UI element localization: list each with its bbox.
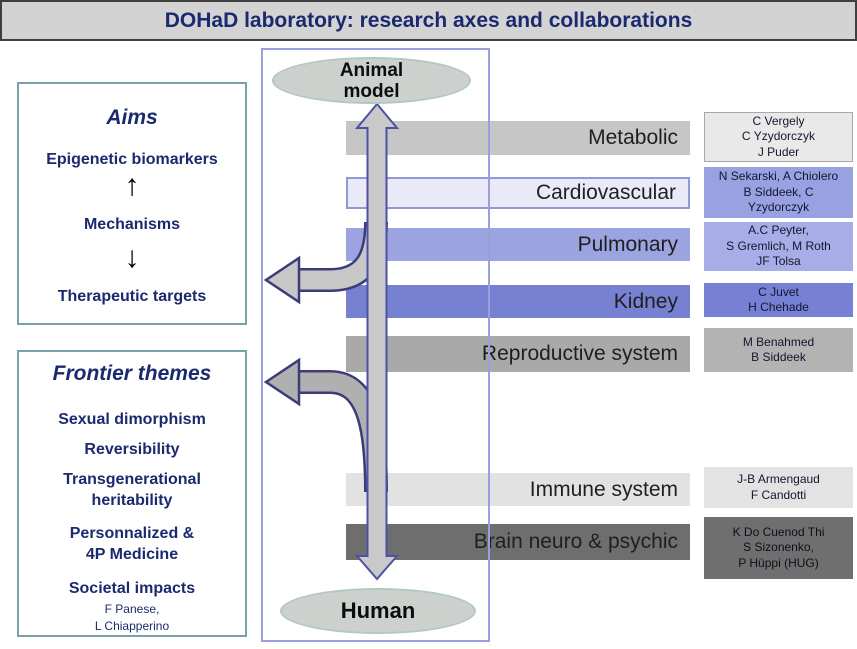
collab-box-kidney: C Juvet H Chehade <box>704 283 853 317</box>
bar-pulmonary: Pulmonary <box>346 228 690 261</box>
collab-name: C Yzydorczyk <box>741 129 816 144</box>
up-arrow-icon: ↑ <box>124 169 140 202</box>
collab-name: B Siddeek <box>751 350 806 364</box>
bar-label: Pulmonary <box>577 232 678 256</box>
collab-box-pulmonary: A.C Peyter, S Gremlich, M Roth JF Tolsa <box>704 222 853 271</box>
collab-name: JF Tolsa <box>756 254 801 269</box>
aims-item-mechanisms: Mechanisms <box>83 216 181 233</box>
frontier-credit-1: F Panese, <box>104 602 160 616</box>
collab-name: H Chehade <box>748 300 809 314</box>
frontier-item-sexual-dimorphism: Sexual dimorphism <box>58 411 206 428</box>
frontier-title: Frontier themes <box>52 362 212 385</box>
animal-model-node: Animal model <box>272 57 471 104</box>
aims-box: Aims Epigenetic biomarkers ↑ Mechanisms … <box>17 82 247 325</box>
bar-immune-system: Immune system <box>346 473 690 506</box>
collab-name: P Hüppi (HUG) <box>738 555 819 570</box>
collab-name: C Juvet <box>758 284 799 299</box>
flow-column-frame <box>261 48 490 642</box>
bar-cardiovascular: Cardiovascular <box>346 177 690 209</box>
down-arrow-icon: ↓ <box>124 241 140 274</box>
collab-name: S Gremlich, M Roth <box>726 238 831 253</box>
aims-item-epigenetic-biomarkers: Epigenetic biomarkers <box>46 151 218 168</box>
collab-name: N Sekarski, A Chiolero <box>718 169 839 184</box>
human-node: Human <box>280 588 476 634</box>
page-title: DOHaD laboratory: research axes and coll… <box>164 8 693 32</box>
collab-name: F Candotti <box>750 487 807 502</box>
bar-label: Cardiovascular <box>535 181 676 204</box>
collab-box-metabolic: C Vergely C Yzydorczyk J Puder <box>704 112 853 162</box>
frontier-themes-box: Frontier themes Sexual dimorphism Revers… <box>17 350 247 637</box>
animal-model-label: Animal model <box>339 59 404 102</box>
bar-label: Reproductive system <box>481 342 678 365</box>
collab-name: Yzydorczyk <box>747 200 810 215</box>
frontier-item-personnalized-4p-medicine: Personnalized & 4P Medicine <box>69 525 195 563</box>
collab-name: S Sizonenko, <box>743 540 814 555</box>
aims-title: Aims <box>106 106 158 129</box>
bar-reproductive-system: Reproductive system <box>346 336 690 372</box>
frontier-item-reversibility: Reversibility <box>84 441 180 458</box>
human-label: Human <box>340 598 416 623</box>
collab-name: A.C Peyter, <box>748 223 809 238</box>
frontier-item-transgenerational-heritability: Transgenerational heritability <box>63 471 201 509</box>
bar-label: Immune system <box>529 477 678 501</box>
bar-metabolic: Metabolic <box>346 121 690 155</box>
aims-item-therapeutic-targets: Therapeutic targets <box>57 288 207 305</box>
collab-name: K Do Cuenod Thi <box>732 524 825 539</box>
bar-brain-neuro-psychic: Brain neuro & psychic <box>346 524 690 560</box>
collab-box-immune: J-B Armengaud F Candotti <box>704 467 853 508</box>
collab-name: B Siddeek, C <box>743 184 814 199</box>
bar-label: Kidney <box>613 289 678 313</box>
collab-box-cardiovascular: N Sekarski, A Chiolero B Siddeek, C Yzyd… <box>704 167 853 218</box>
bar-label: Metabolic <box>588 126 678 149</box>
collab-name: C Vergely <box>752 113 805 128</box>
collab-box-brain: K Do Cuenod Thi S Sizonenko, P Hüppi (HU… <box>704 517 853 579</box>
frontier-item-societal-impacts: Societal impacts <box>68 580 196 597</box>
collab-name: J-B Armengaud <box>737 472 820 486</box>
title-bar: DOHaD laboratory: research axes and coll… <box>0 0 857 41</box>
collab-name: J Puder <box>757 144 800 159</box>
collab-box-reproductive: M Benahmed B Siddeek <box>704 328 853 372</box>
frontier-credit-2: L Chiapperino <box>94 619 170 633</box>
collab-name: M Benahmed <box>742 334 815 349</box>
bar-label: Brain neuro & psychic <box>473 530 678 553</box>
bar-kidney: Kidney <box>346 285 690 318</box>
